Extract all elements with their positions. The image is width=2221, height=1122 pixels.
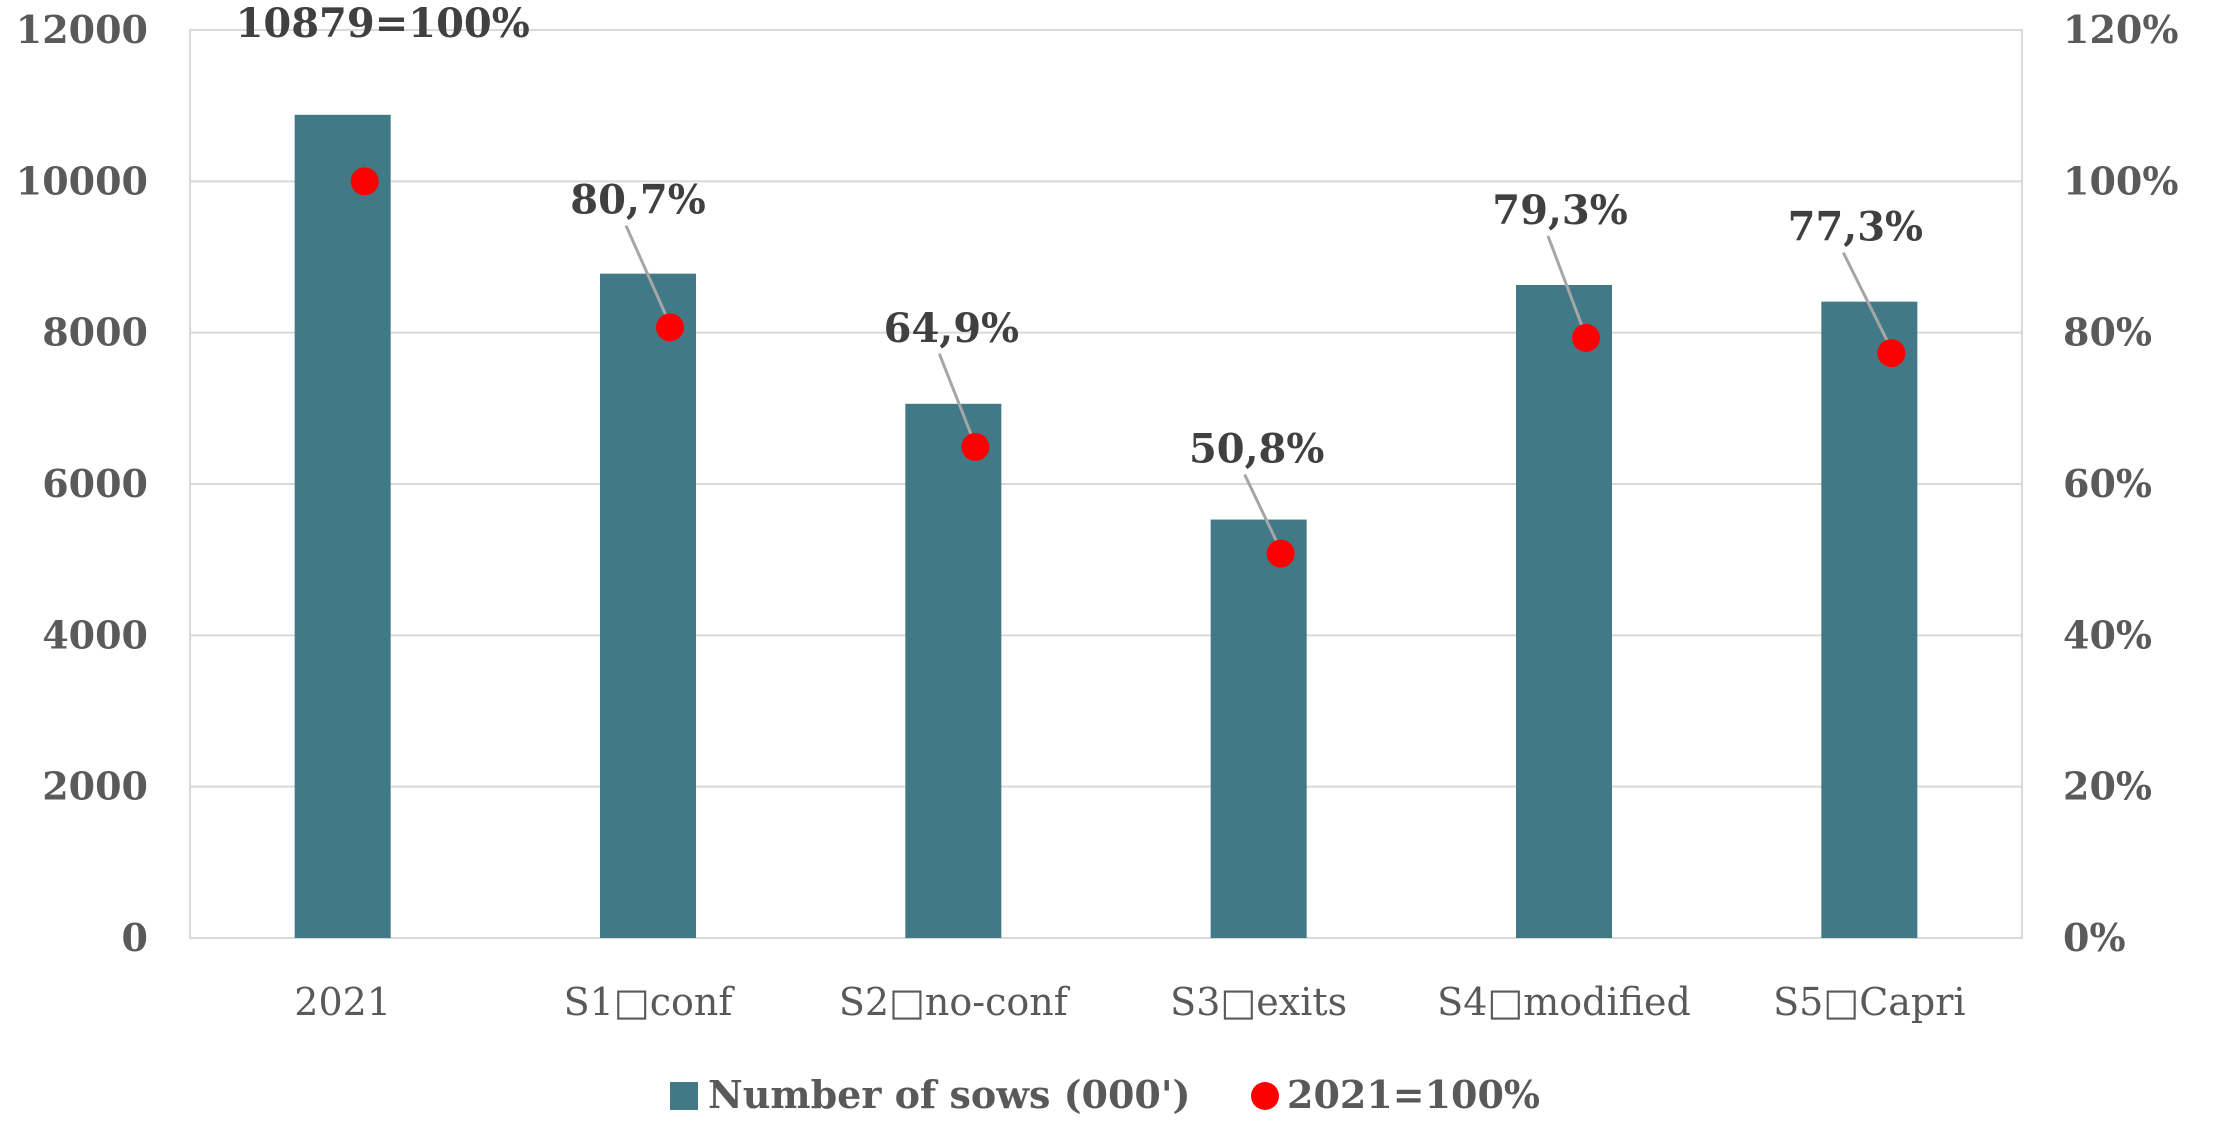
right-axis: 0% 20% 40% 60% 80% 100% 120% xyxy=(2063,7,2178,960)
left-tick-label: 0 xyxy=(122,915,148,960)
left-tick-label: 12000 xyxy=(16,7,148,52)
data-point xyxy=(1572,323,1600,352)
legend-bar-swatch xyxy=(670,1082,698,1110)
data-point xyxy=(350,167,379,196)
bar xyxy=(1516,284,1612,938)
category-label: S1□conf xyxy=(564,980,736,1024)
right-tick-label: 120% xyxy=(2063,7,2178,52)
right-tick-label: 80% xyxy=(2063,310,2152,355)
category-axis: 2021 S1□conf S2□no-conf S3□exits S4□modified… xyxy=(294,980,1965,1024)
legend: Number of sows (000') 2021=100% xyxy=(670,1072,1540,1117)
data-label: 77,3% xyxy=(1788,204,1923,251)
bar xyxy=(600,273,696,938)
category-label: 2021 xyxy=(294,980,391,1024)
data-labels: 10879=100% 80,7% 64,9% 50,8% 79,3% 77,3% xyxy=(236,0,1923,473)
bar xyxy=(1821,301,1918,939)
data-label: 10879=100% xyxy=(236,0,530,47)
point-series xyxy=(350,167,1906,568)
data-point xyxy=(961,432,990,461)
data-point xyxy=(1877,339,1906,368)
bar xyxy=(1210,519,1307,938)
left-tick-label: 2000 xyxy=(42,764,148,809)
left-tick-label: 8000 xyxy=(42,310,148,355)
data-point xyxy=(656,313,684,342)
category-label: S2□no-conf xyxy=(839,980,1071,1024)
right-tick-label: 100% xyxy=(2063,158,2178,203)
leader-line xyxy=(1546,235,1584,327)
category-label: S3□exits xyxy=(1170,980,1347,1024)
data-point xyxy=(1266,539,1295,568)
left-tick-label: 4000 xyxy=(42,612,148,657)
bar xyxy=(294,114,391,939)
right-tick-label: 60% xyxy=(2063,461,2152,506)
data-label: 64,9% xyxy=(884,305,1019,352)
plot-border xyxy=(189,29,2023,939)
leader-line xyxy=(937,353,973,436)
data-label: 50,8% xyxy=(1189,426,1324,473)
category-label: S5□Capri xyxy=(1773,980,1966,1024)
bar-series xyxy=(294,114,1918,939)
right-tick-label: 40% xyxy=(2063,612,2152,657)
legend-marker-swatch xyxy=(1251,1082,1279,1110)
leader-line xyxy=(624,225,668,316)
legend-marker-label: 2021=100% xyxy=(1287,1072,1540,1117)
left-tick-label: 10000 xyxy=(16,158,148,203)
leader-line xyxy=(1841,251,1889,342)
leader-lines xyxy=(624,225,1889,543)
right-tick-label: 0% xyxy=(2063,915,2126,960)
left-axis: 0 2000 4000 6000 8000 10000 12000 xyxy=(16,7,148,960)
legend-bar-label: Number of sows (000') xyxy=(708,1072,1190,1117)
data-label: 79,3% xyxy=(1492,187,1627,234)
left-tick-label: 6000 xyxy=(42,461,148,506)
leader-line xyxy=(1243,473,1279,543)
right-tick-label: 20% xyxy=(2063,764,2152,809)
category-label: S4□modified xyxy=(1437,980,1691,1024)
grid-lines xyxy=(189,29,2023,939)
bar xyxy=(905,403,1002,938)
data-label: 80,7% xyxy=(570,177,705,224)
